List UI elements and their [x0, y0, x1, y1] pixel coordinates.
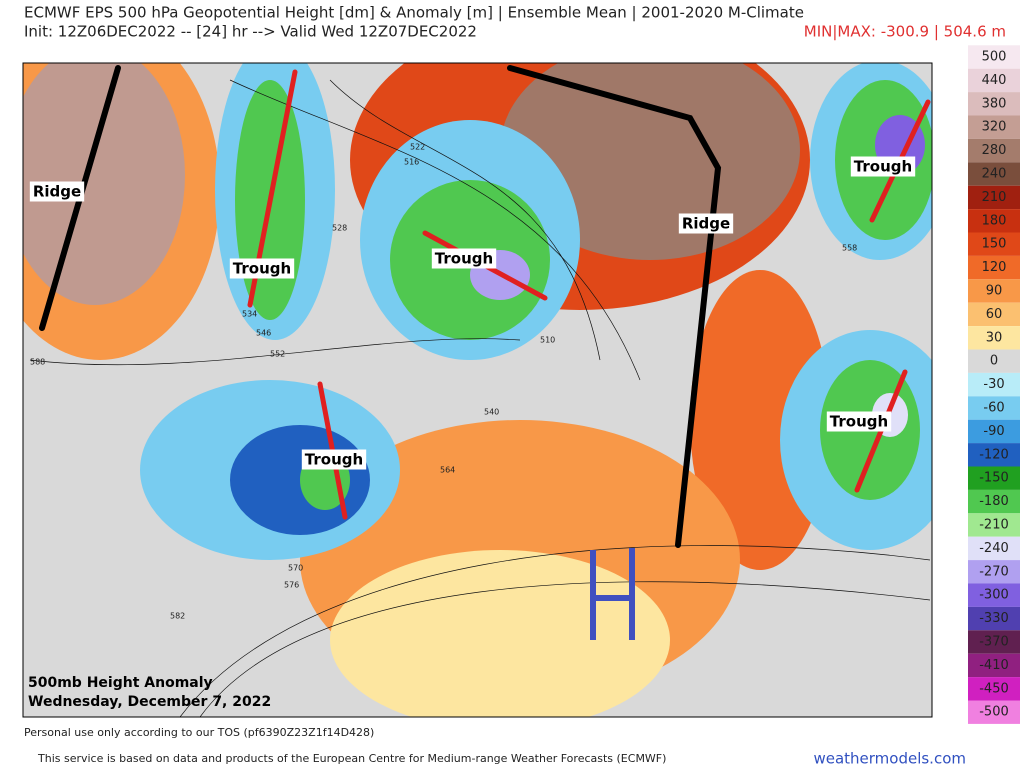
- colorbar-label: -90: [983, 424, 1004, 439]
- contour-label: 546: [256, 329, 271, 338]
- colorbar-swatch: [968, 536, 1020, 561]
- colorbar-swatch: [968, 630, 1020, 654]
- colorbar-swatch: [968, 419, 1020, 444]
- footer-site[interactable]: weathermodels.com: [813, 750, 966, 768]
- colorbar-swatch: [968, 326, 1020, 350]
- colorbar-swatch: [968, 138, 1020, 163]
- box-line: 500mb Height Anomaly: [28, 675, 213, 691]
- colorbar-label: 150: [982, 237, 1007, 252]
- colorbar-swatch: [968, 255, 1020, 280]
- title: ECMWF EPS 500 hPa Geopotential Height [d…: [24, 4, 804, 22]
- colorbar-label: -60: [983, 401, 1004, 416]
- colorbar-swatch: [968, 489, 1020, 514]
- annotation-box: [826, 411, 892, 432]
- contour-label: 552: [270, 350, 285, 359]
- map: Ridge Trough Trough Trough Ridge Trough Trough…: [22, 62, 933, 718]
- colorbar-label: 90: [986, 284, 1003, 299]
- colorbar-label: -330: [979, 611, 1009, 626]
- colorbar-label: 30: [986, 330, 1003, 345]
- colorbar-swatch: [968, 606, 1020, 631]
- annotation-box: [678, 213, 734, 234]
- annotation-box: [431, 248, 497, 269]
- colorbar-swatch: [968, 443, 1020, 467]
- colorbar-swatch: [968, 466, 1020, 490]
- annotation: Trough: [830, 413, 888, 431]
- colorbar-swatch: [968, 92, 1020, 116]
- colorbar-label: -150: [979, 471, 1009, 486]
- colorbar-swatch: [968, 700, 1020, 724]
- contour-label: 528: [332, 224, 347, 233]
- colorbar-label: -120: [979, 447, 1009, 462]
- colorbar-swatch: [968, 372, 1020, 397]
- colorbar-label: 380: [982, 96, 1007, 111]
- colorbar-swatch: [968, 583, 1020, 607]
- contour-label: 534: [242, 310, 257, 319]
- annotation-box: [850, 156, 916, 177]
- contour-label: 570: [288, 564, 303, 573]
- colorbar-label: -410: [979, 658, 1009, 673]
- subtitle: Init: 12Z06DEC2022 -- [24] hr --> Valid …: [24, 23, 477, 41]
- contour-label: 588: [30, 358, 45, 367]
- colorbar-label: -500: [979, 705, 1009, 720]
- colorbar-swatch: [968, 209, 1020, 233]
- colorbar-label: 60: [986, 307, 1003, 322]
- colorbar-label: -180: [979, 494, 1009, 509]
- min-max: MIN|MAX: -300.9 | 504.6 m: [804, 23, 1006, 41]
- colorbar-swatch: [968, 185, 1020, 210]
- annotation-box: [301, 449, 367, 470]
- colorbar-label: 440: [982, 73, 1007, 88]
- colorbar-swatch: [968, 115, 1020, 139]
- colorbar-label: -30: [983, 377, 1004, 392]
- annotation: Trough: [435, 250, 493, 268]
- colorbar-swatch: [968, 162, 1020, 186]
- colorbar-label: -370: [979, 635, 1009, 650]
- annotation-box: [229, 258, 295, 279]
- footer-tos: Personal use only according to our TOS (…: [24, 726, 374, 739]
- annotation: Trough: [854, 158, 912, 176]
- annotation: Ridge: [33, 183, 81, 201]
- colorbar-swatch: [968, 396, 1020, 420]
- colorbar-swatch: [968, 653, 1020, 678]
- colorbar-label: 210: [982, 190, 1007, 205]
- colorbar-label: 180: [982, 213, 1007, 228]
- colorbar-label: -300: [979, 588, 1009, 603]
- colorbar: 500 440 380 320 280 240 210 180 150 120 90 60 30 0 -30…: [968, 45, 1020, 724]
- colorbar-label: -450: [979, 681, 1009, 696]
- contour-label: 564: [440, 466, 455, 475]
- colorbar-label: 0: [990, 354, 998, 369]
- colorbar-label: 280: [982, 143, 1007, 158]
- colorbar-swatch: [968, 513, 1020, 537]
- contour-label: 582: [170, 612, 185, 621]
- colorbar-label: -210: [979, 518, 1009, 533]
- annotation: Trough: [233, 260, 291, 278]
- colorbar-label: -270: [979, 564, 1009, 579]
- contour-label: 510: [540, 336, 555, 345]
- colorbar-swatch: [968, 68, 1020, 93]
- annotation: Ridge: [682, 215, 730, 233]
- contour-label: 576: [284, 581, 299, 590]
- colorbar-swatch: [968, 560, 1020, 584]
- colorbar-swatch: [968, 279, 1020, 303]
- colorbar-swatch: [968, 349, 1020, 373]
- colorbar-swatch: [968, 45, 1020, 69]
- footer-credit: This service is based on data and produc…: [37, 752, 666, 765]
- colorbar-swatch: [968, 302, 1020, 327]
- colorbar-swatch: [968, 232, 1020, 256]
- colorbar-label: 320: [982, 120, 1007, 135]
- annotation-box: [29, 181, 85, 202]
- contour-label: 522: [410, 143, 425, 152]
- annotation: Trough: [305, 451, 363, 469]
- contour-label: 516: [404, 158, 419, 167]
- colorbar-label: 500: [982, 50, 1007, 65]
- contour-label: 558: [842, 244, 857, 253]
- colorbar-swatch: [968, 677, 1020, 701]
- colorbar-label: 240: [982, 167, 1007, 182]
- box-line: Wednesday, December 7, 2022: [28, 694, 271, 710]
- contour-label: 540: [484, 408, 499, 417]
- colorbar-label: 120: [982, 260, 1007, 275]
- colorbar-label: -240: [979, 541, 1009, 556]
